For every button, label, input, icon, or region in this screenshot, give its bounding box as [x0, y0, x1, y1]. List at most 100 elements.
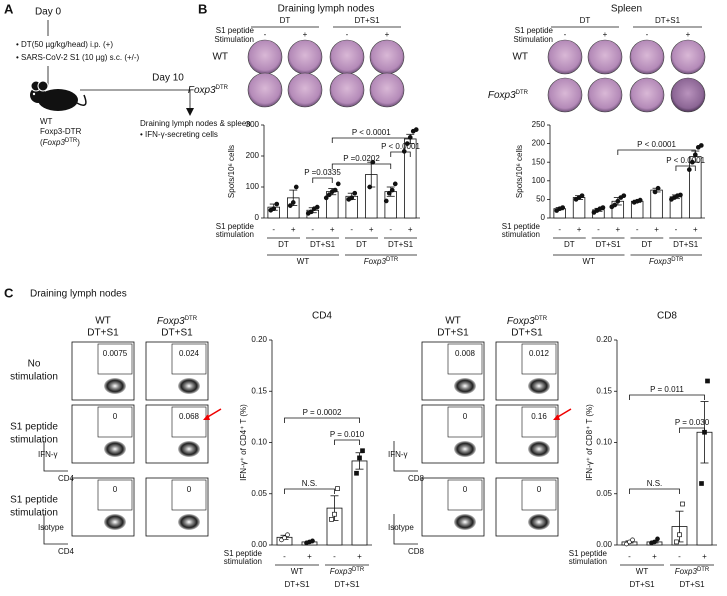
mouse-label: Foxp3-DTR — [40, 127, 82, 136]
genotype-label-italic: Foxp3 — [330, 567, 353, 576]
gate-value: 0 — [463, 412, 468, 421]
x-tick-label: + — [307, 552, 312, 561]
section-title: Draining lymph nodes — [30, 289, 127, 300]
column-genotype-sup: DTR — [185, 316, 198, 322]
data-point — [655, 185, 661, 191]
x-tick-label: - — [272, 225, 275, 234]
genotype-label: WT — [297, 257, 310, 266]
stim-label: S1 peptide — [502, 222, 541, 231]
stim-label: stimulation — [502, 230, 540, 239]
column-genotype-italic: Foxp3 — [507, 316, 535, 327]
column-genotype: Foxp3DTR — [507, 316, 548, 327]
well — [629, 77, 665, 113]
x-tick-label: + — [330, 225, 335, 234]
row-label: WT — [212, 52, 228, 63]
gate — [447, 343, 483, 375]
data-point — [352, 190, 358, 196]
gate-value: 0.024 — [179, 349, 200, 358]
row-label-italic: Foxp3 — [488, 90, 516, 101]
treatment-label: DT+S1 — [334, 580, 360, 589]
cell-cloud — [454, 514, 476, 530]
data-point — [323, 195, 329, 201]
row-label: stimulation — [10, 435, 58, 446]
gate-value: 0.012 — [529, 349, 550, 358]
treatment-label: DT — [564, 240, 575, 249]
data-point — [274, 201, 280, 207]
treatment-label: DT+S1 — [284, 580, 310, 589]
significance-label: P = 0.010 — [330, 430, 365, 439]
axis-arrow — [43, 441, 68, 472]
column-genotype-sup: DTR — [535, 316, 548, 322]
gate — [521, 343, 557, 375]
significance-label: P < 0.0001 — [637, 140, 676, 149]
data-point — [677, 532, 682, 538]
y-tick-label: 200 — [246, 151, 260, 160]
flow-x-label: CD4 — [58, 547, 75, 556]
chart-title: CD4 — [312, 311, 332, 322]
data-point — [386, 190, 392, 196]
row-label: Foxp3DTR — [188, 85, 229, 96]
significance-bracket — [284, 417, 360, 423]
column-genotype-italic: Foxp3 — [157, 316, 185, 327]
stim-label: stimulation — [224, 557, 262, 566]
data-point — [404, 141, 410, 146]
well — [547, 77, 583, 113]
well — [670, 77, 706, 113]
sign-label: - — [346, 30, 349, 39]
sign-label: + — [603, 30, 608, 39]
data-point — [655, 536, 660, 542]
column-genotype: Foxp3DTR — [157, 316, 198, 327]
x-tick-label: + — [693, 225, 698, 234]
y-tick-label: 100 — [532, 176, 546, 185]
y-tick-label: 0 — [255, 213, 260, 222]
data-point — [326, 192, 332, 198]
data-point — [357, 455, 362, 461]
cell-cloud — [528, 441, 550, 457]
y-axis-label: IFN-γ⁺ of CD4⁺ T (%) — [239, 404, 248, 481]
y-tick-label: 0.00 — [596, 540, 612, 549]
data-point — [354, 470, 359, 476]
data-point — [383, 198, 389, 204]
stim-label: stimulation — [569, 557, 607, 566]
significance-bracket — [312, 177, 333, 183]
panel-letter: A — [4, 1, 14, 16]
x-tick-label: - — [675, 225, 678, 234]
y-tick-label: 50 — [536, 195, 545, 204]
row-label: Foxp3DTR — [488, 90, 529, 101]
cell-cloud — [528, 514, 550, 530]
well — [369, 72, 405, 108]
significance-bracket — [617, 149, 696, 155]
well — [547, 39, 583, 75]
gate-value: 0 — [187, 485, 192, 494]
genotype-label: Foxp3DTR — [675, 567, 710, 577]
genotype-sup: DTR — [65, 138, 78, 144]
data-point — [621, 193, 627, 199]
y-tick-label: 0.10 — [251, 438, 267, 447]
stim-label: Stimulation — [214, 35, 254, 44]
cell-cloud — [178, 514, 200, 530]
significance-label: P =0.0202 — [343, 154, 380, 163]
y-tick-label: 0.15 — [251, 386, 267, 395]
treatment-label: DT+S1 — [679, 580, 705, 589]
cell-cloud — [454, 378, 476, 394]
elispot-title: Draining lymph nodes — [278, 4, 375, 15]
gate — [171, 406, 207, 438]
genotype-label-italic: Foxp3 — [649, 257, 672, 266]
y-tick-label: 0.10 — [596, 438, 612, 447]
genotype-label-italic: Foxp3 — [364, 257, 387, 266]
x-tick-label: + — [291, 225, 296, 234]
well — [670, 39, 706, 75]
y-axis-label: IFN-γ⁺ of CD8⁺ T (%) — [585, 404, 594, 481]
flow-y-label: IFN-γ — [38, 450, 58, 459]
axis-arrow — [393, 514, 418, 545]
significance-bracket — [675, 165, 696, 171]
x-tick-label: + — [615, 225, 620, 234]
genotype-label: WT — [636, 567, 649, 576]
significance-label: P < 0.0001 — [666, 156, 705, 165]
mouse-icon — [30, 80, 87, 111]
genotype-label: WT — [291, 567, 304, 576]
readout: Draining lymph nodes & spleen — [140, 119, 251, 128]
significance-label: P < 0.0001 — [381, 142, 420, 151]
data-point — [612, 202, 618, 208]
